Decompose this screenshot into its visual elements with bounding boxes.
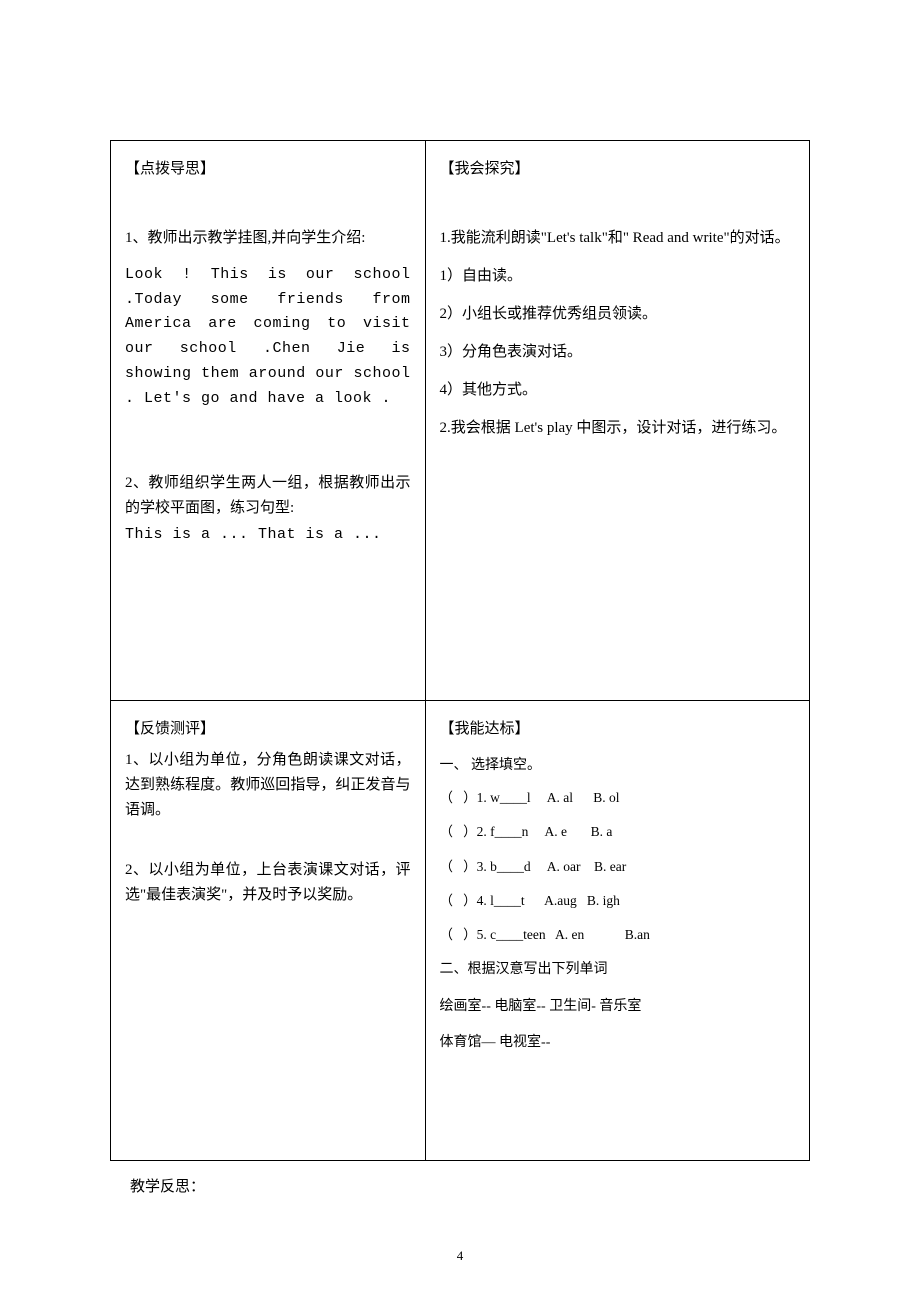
quiz-q1: （ ）1. w____l A. al B. ol [440, 788, 795, 808]
explore-sub4: 4）其他方式。 [440, 378, 795, 402]
guidance-para2-english: This is a ... That is a ... [125, 523, 411, 548]
footer-reflection: 教学反思： [130, 1175, 810, 1196]
standard-title: 【我能达标】 [440, 717, 795, 738]
guidance-para1-lead: 1、教师出示教学挂图,并向学生介绍: [125, 226, 411, 251]
quiz-q2: （ ）2. f____n A. e B. a [440, 822, 795, 842]
guidance-para2: 2、教师组织学生两人一组，根据教师出示的学校平面图，练习句型: [125, 471, 411, 521]
standard-heading1: 一、 选择填空。 [440, 754, 795, 774]
explore-sub2: 2）小组长或推荐优秀组员领读。 [440, 302, 795, 326]
quiz-q5: （ ）5. c____teen A. en B.an [440, 925, 795, 945]
guidance-para1-english: Look ! This is our school .Today some fr… [125, 263, 411, 412]
words-line2: 体育馆— 电视室-- [440, 1032, 795, 1054]
cell-standard: 【我能达标】 一、 选择填空。 （ ）1. w____l A. al B. ol… [425, 701, 809, 1161]
feedback-para2: 2、以小组为单位，上台表演课文对话，评选"最佳表演奖"，并及时予以奖励。 [125, 858, 411, 908]
feedback-para1: 1、以小组为单位，分角色朗读课文对话，达到熟练程度。教师巡回指导，纠正发音与语调… [125, 748, 411, 822]
feedback-title: 【反馈测评】 [125, 717, 411, 738]
quiz-q3: （ ）3. b____d A. oar B. ear [440, 857, 795, 877]
explore-sub1: 1）自由读。 [440, 264, 795, 288]
cell-feedback: 【反馈测评】 1、以小组为单位，分角色朗读课文对话，达到熟练程度。教师巡回指导，… [111, 701, 426, 1161]
lesson-plan-table: 【点拨导思】 1、教师出示教学挂图,并向学生介绍: Look ! This is… [110, 140, 810, 1161]
explore-title: 【我会探究】 [440, 157, 795, 178]
standard-heading2: 二、根据汉意写出下列单词 [440, 959, 795, 981]
guidance-title: 【点拨导思】 [125, 157, 411, 178]
cell-explore: 【我会探究】 1.我能流利朗读"Let's talk"和" Read and w… [425, 141, 809, 701]
explore-sub3: 3）分角色表演对话。 [440, 340, 795, 364]
page-number: 4 [457, 1248, 464, 1264]
quiz-q4: （ ）4. l____t A.aug B. igh [440, 891, 795, 911]
explore-item2: 2.我会根据 Let's play 中图示，设计对话，进行练习。 [440, 416, 795, 440]
cell-guidance: 【点拨导思】 1、教师出示教学挂图,并向学生介绍: Look ! This is… [111, 141, 426, 701]
explore-item1: 1.我能流利朗读"Let's talk"和" Read and write"的对… [440, 226, 795, 250]
words-line1: 绘画室-- 电脑室-- 卫生间- 音乐室 [440, 996, 795, 1018]
